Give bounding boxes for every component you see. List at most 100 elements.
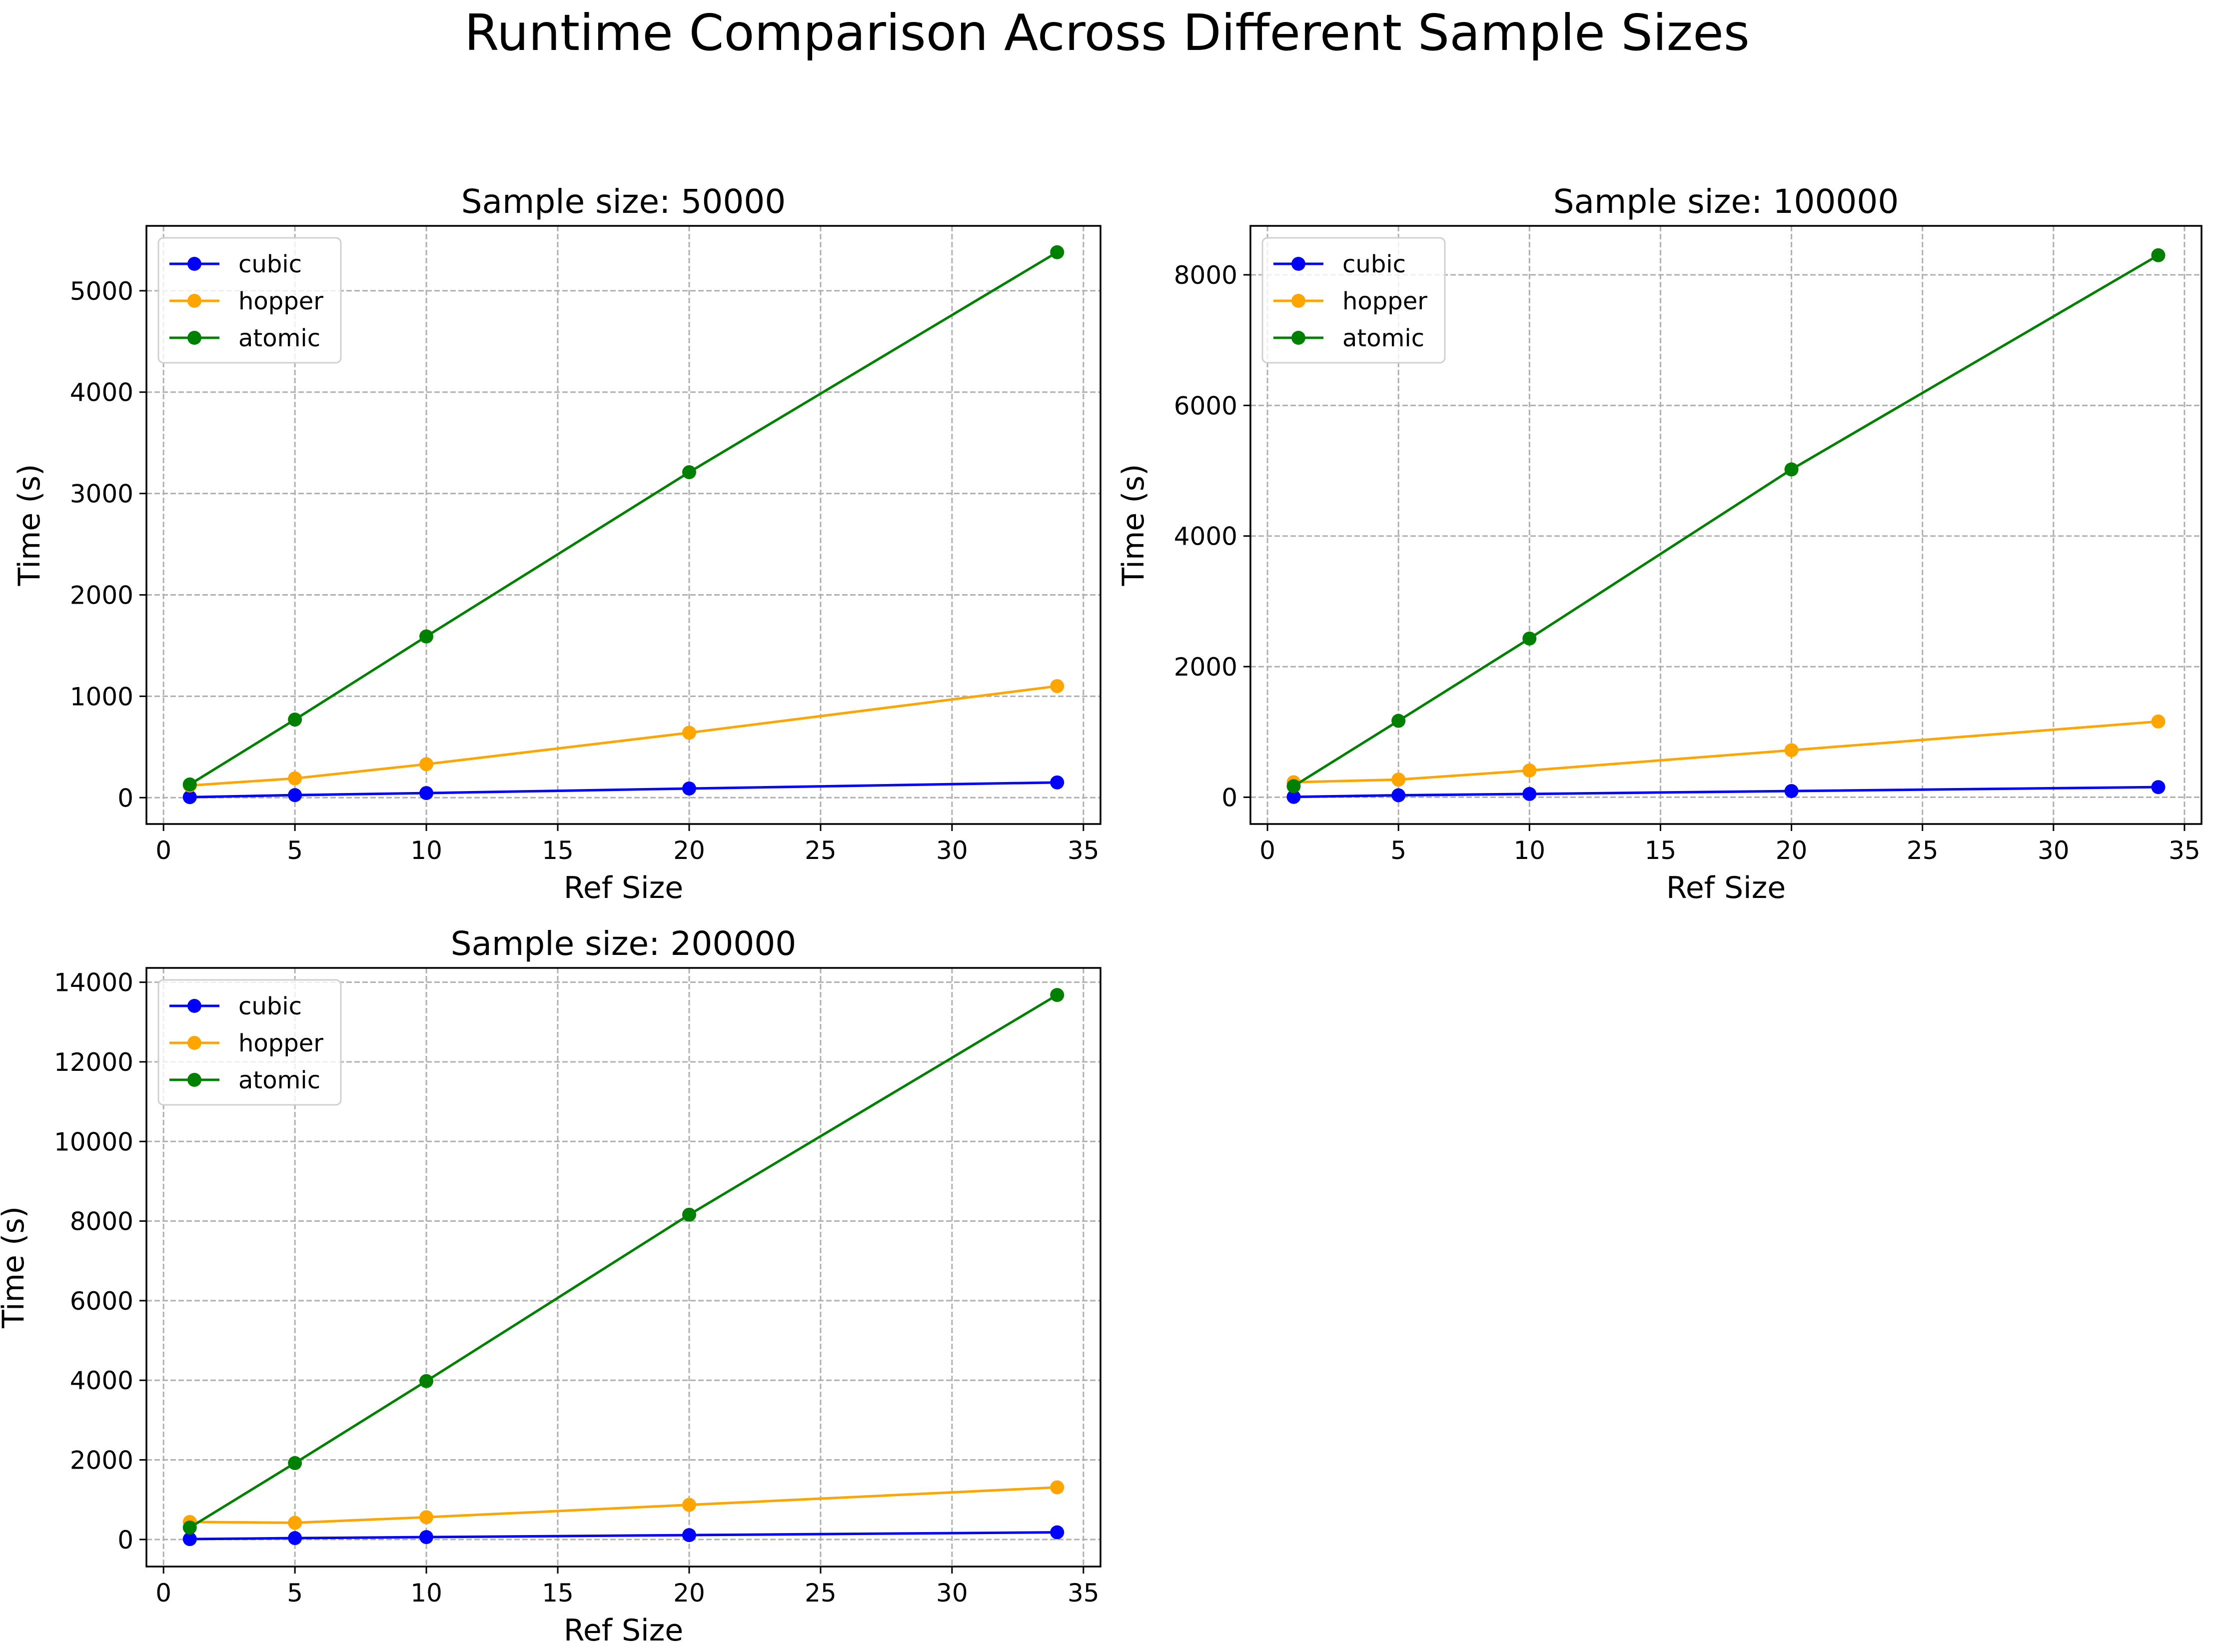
data-point-atomic [2151,248,2166,262]
x-tick-label: 35 [1068,836,1100,865]
legend-marker-atomic [187,331,201,345]
data-point-atomic [288,713,302,727]
legend-marker-cubic [1291,257,1305,271]
subplot-title: Sample size: 50000 [461,182,786,221]
legend-marker-atomic [1291,331,1305,345]
data-point-cubic [1784,784,1799,799]
axes-frame [1249,225,2203,825]
x-tick-label: 25 [1907,836,1939,865]
y-tick-label: 4000 [70,378,133,407]
data-point-cubic [288,788,302,803]
data-point-cubic [1391,788,1406,803]
series-line-hopper [1293,720,2159,784]
x-tick-label: 20 [673,1579,705,1608]
legend: cubic hopper atomic [1261,237,1446,364]
data-point-atomic [419,629,434,644]
data-point-atomic [1286,779,1301,794]
data-point-hopper [1784,743,1799,758]
data-point-cubic [182,790,197,805]
data-point-hopper [419,1510,434,1525]
data-point-hopper [1522,763,1537,778]
x-tick-label: 5 [287,836,303,865]
x-tick-label: 10 [410,1579,442,1608]
data-point-hopper [1391,773,1406,787]
y-axis-label: Time (s) [0,1206,31,1329]
legend-marker-cubic [187,257,201,271]
legend-label-cubic: cubic [238,992,302,1020]
y-axis-label: Time (s) [12,464,47,587]
legend-marker-atomic [187,1073,201,1087]
y-tick-label: 12000 [54,1048,133,1077]
data-point-atomic [1391,714,1406,728]
legend-label-atomic: atomic [238,1066,320,1094]
x-tick-label: 35 [2169,836,2201,865]
x-tick-label: 5 [287,1579,303,1608]
data-point-atomic [182,777,197,792]
x-tick-label: 15 [542,836,574,865]
y-tick-label: 4000 [1174,522,1237,551]
x-tick-label: 5 [1390,836,1406,865]
x-tick-label: 0 [1259,836,1275,865]
data-point-atomic [1784,462,1799,477]
x-tick-label: 30 [936,836,968,865]
legend-marker-cubic [187,999,201,1013]
data-point-cubic [419,786,434,801]
legend-frame [157,979,342,1106]
data-point-hopper [1050,1480,1065,1495]
axes-frame [145,967,1102,1568]
x-tick-label: 35 [1068,1579,1100,1608]
x-tick-label: 10 [1514,836,1546,865]
subplot-sample-50000: 0 5 10 15 20 25 30 35 0 1000 2000 3000 4000 5000 Sampl… [12,182,1102,905]
x-tick-label: 20 [1776,836,1808,865]
y-tick-label: 0 [117,1526,133,1555]
y-tick-label: 6000 [70,1287,133,1316]
x-tick-label: 20 [673,836,705,865]
data-point-cubic [682,1528,696,1543]
x-axis-label: Ref Size [564,1613,683,1648]
data-point-cubic [419,1530,434,1545]
y-tick-label: 8000 [70,1207,133,1236]
y-tick-label: 5000 [70,277,133,306]
x-tick-label: 0 [155,836,171,865]
legend-label-hopper: hopper [238,1029,323,1057]
data-point-hopper [288,771,302,786]
data-point-cubic [1050,1525,1065,1540]
y-tick-label: 6000 [1174,391,1237,420]
series-line-cubic [189,781,1058,799]
axes-frame [145,225,1102,825]
x-tick-label: 25 [805,1579,837,1608]
y-tick-label: 10000 [54,1127,133,1156]
data-point-atomic [1050,245,1065,259]
legend: cubic hopper atomic [157,979,342,1106]
data-point-cubic [2151,780,2166,795]
data-point-atomic [682,1207,696,1222]
legend-marker-hopper [1291,294,1305,308]
data-point-atomic [1050,988,1065,1002]
data-point-atomic [682,465,696,480]
y-axis-label: Time (s) [1116,464,1151,587]
x-tick-label: 25 [805,836,837,865]
data-point-hopper [288,1516,302,1530]
x-axis-label: Ref Size [564,870,683,905]
figure-title: Runtime Comparison Across Different Samp… [464,3,1750,62]
y-tick-label: 4000 [70,1366,133,1395]
x-tick-label: 10 [410,836,442,865]
data-point-atomic [182,1520,197,1535]
data-point-atomic [1522,631,1537,646]
data-point-hopper [1050,679,1065,694]
legend-frame [1261,237,1446,364]
y-tick-label: 0 [1221,783,1237,812]
legend-marker-hopper [187,294,201,308]
data-point-hopper [2151,714,2166,729]
x-tick-label: 15 [542,1579,574,1608]
series-line-cubic [1293,786,2159,799]
y-tick-label: 2000 [70,1446,133,1475]
legend-label-hopper: hopper [1342,287,1427,315]
subplot-sample-200000: 0 5 10 15 20 25 30 35 0 2000 4000 6000 8000 10000 1200… [0,924,1102,1648]
subplot-sample-100000: 0 5 10 15 20 25 30 35 0 2000 4000 6000 8000 Sample si… [1116,182,2203,905]
data-point-hopper [682,1498,696,1512]
data-point-hopper [419,757,434,772]
data-point-cubic [682,781,696,796]
y-tick-label: 0 [117,784,133,813]
data-point-cubic [1050,775,1065,790]
